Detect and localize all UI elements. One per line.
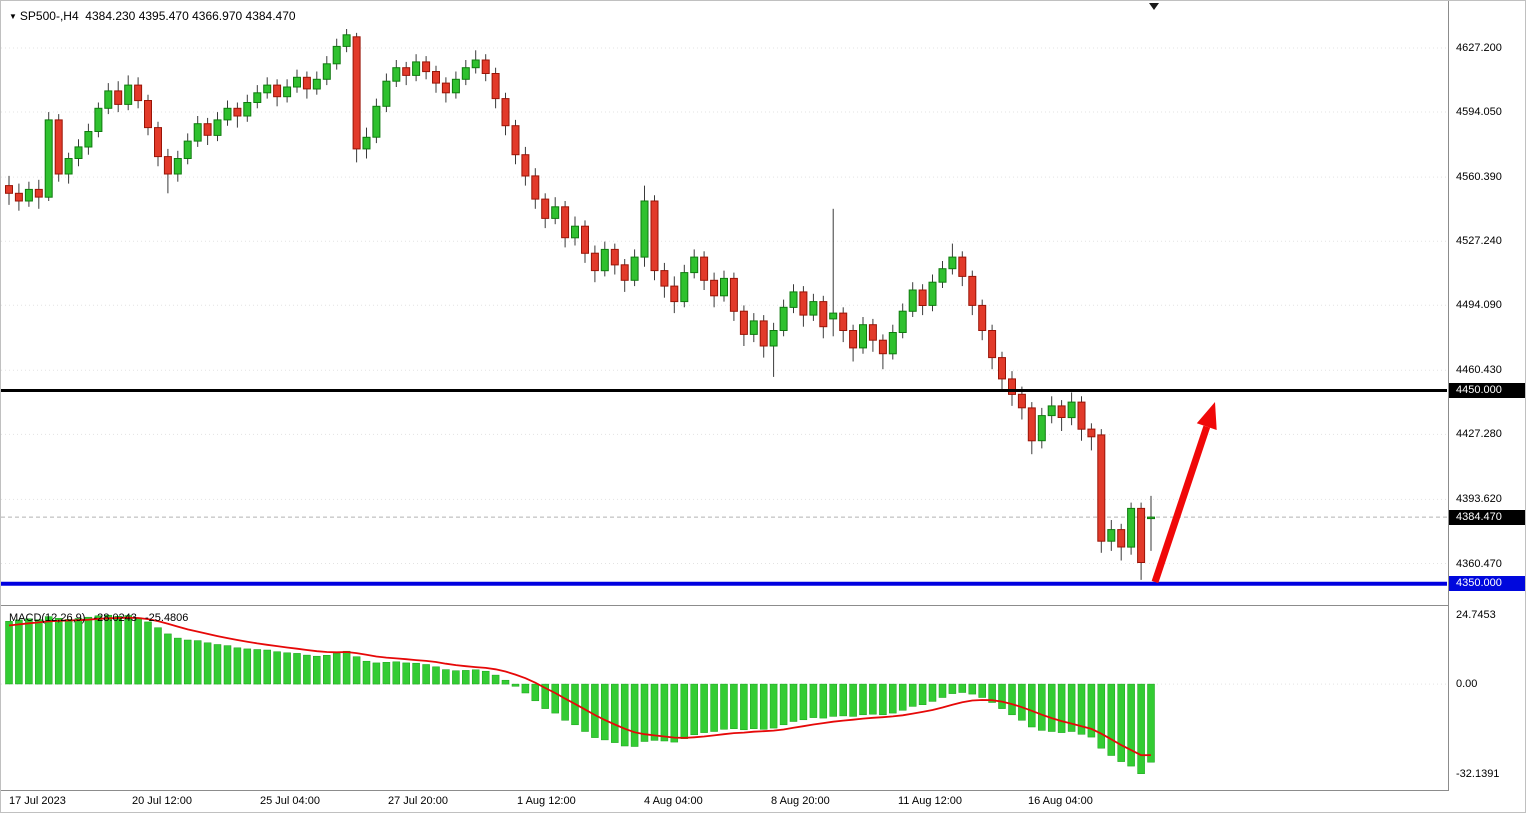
price-tick-label: 4393.620 (1456, 493, 1502, 505)
price-axis[interactable]: 4627.200 4594.050 4560.390 4527.240 4494.090… (1448, 1, 1525, 791)
time-tick-label: 8 Aug 20:00 (771, 795, 830, 807)
macd-tick-label: 24.7453 (1456, 609, 1496, 621)
price-level-badge-4384.470: 4384.470 (1449, 510, 1525, 525)
macd-signal-value: -25.4806 (144, 612, 189, 624)
macd-tick-label: 0.00 (1456, 678, 1478, 690)
time-tick-label: 20 Jul 12:00 (132, 795, 192, 807)
macd-signal-line (8, 616, 1152, 757)
symbol-timeframe-label: SP500-,H4 (19, 9, 79, 23)
symbol-dropdown-icon[interactable]: ▼ (9, 12, 17, 21)
trend-arrow-up[interactable] (1151, 402, 1217, 584)
time-tick-label: 16 Aug 04:00 (1028, 795, 1093, 807)
price-tick-label: 4527.240 (1456, 235, 1502, 247)
time-axis[interactable]: 17 Jul 2023 20 Jul 12:00 25 Jul 04:00 27 Ju… (1, 791, 1525, 812)
price-tick-label: 4460.430 (1456, 364, 1502, 376)
price-tick-label: 4560.390 (1456, 171, 1502, 183)
price-level-badge-4350.000: 4350.000 (1449, 576, 1525, 591)
quote-high: 4395.470 (138, 9, 189, 23)
price-tick-label: 4627.200 (1456, 42, 1502, 54)
chart-header: ▼ SP500-,H4 4384.230 4395.470 4366.970 43… (9, 9, 296, 23)
time-axis-divider (1, 790, 1525, 791)
quote-low: 4366.970 (192, 9, 243, 23)
price-tick-label: 4427.280 (1456, 428, 1502, 440)
chart-shift-marker-icon (1149, 3, 1159, 10)
pane-divider[interactable] (1, 605, 1525, 606)
time-tick-label: 11 Aug 12:00 (898, 795, 963, 807)
macd-indicator-canvas[interactable] (1, 606, 1447, 790)
price-chart-canvas[interactable] (1, 1, 1447, 605)
quote-open: 4384.230 (85, 9, 136, 23)
macd-main-value: -28.0243 (93, 612, 137, 624)
macd-tick-label: -32.1391 (1456, 768, 1500, 780)
macd-indicator-name: MACD(12,26,9) (9, 612, 86, 624)
price-tick-label: 4594.050 (1456, 106, 1502, 118)
quote-close: 4384.470 (245, 9, 296, 23)
price-level-badge-4450.000: 4450.000 (1449, 383, 1525, 398)
time-tick-label: 27 Jul 20:00 (388, 795, 448, 807)
macd-histogram (5, 614, 1155, 774)
time-tick-label: 4 Aug 04:00 (644, 795, 703, 807)
price-tick-label: 4494.090 (1456, 299, 1502, 311)
candles (5, 29, 1155, 580)
time-tick-label: 17 Jul 2023 (9, 795, 66, 807)
time-tick-label: 25 Jul 04:00 (260, 795, 320, 807)
time-tick-label: 1 Aug 12:00 (517, 795, 576, 807)
macd-label: MACD(12,26,9) -28.0243 -25.4806 (9, 612, 193, 624)
price-tick-label: 4360.470 (1456, 558, 1502, 570)
